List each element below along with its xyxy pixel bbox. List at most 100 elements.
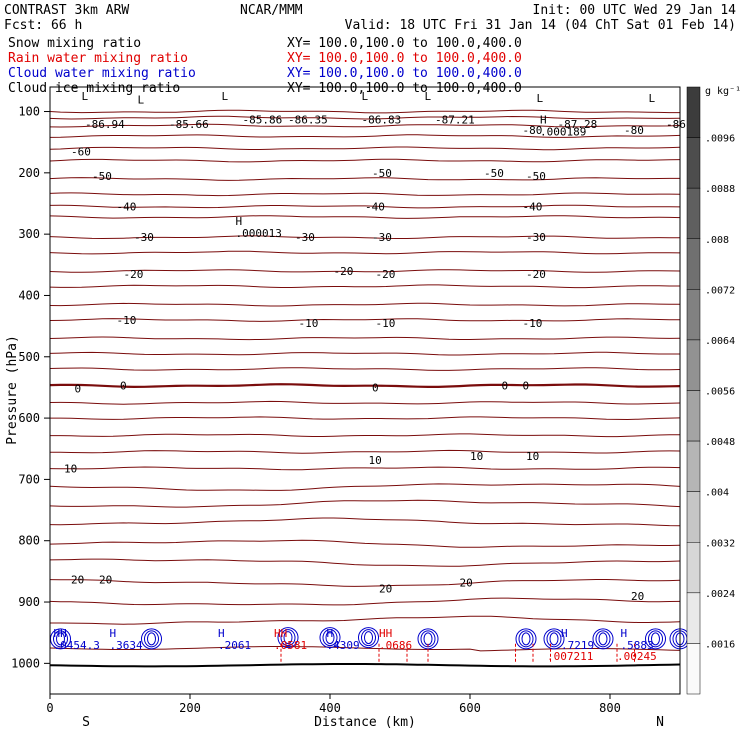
colorbar-label: .0096 bbox=[705, 134, 735, 145]
extremum-value: .00245 bbox=[617, 650, 657, 663]
cloud-water-contour bbox=[423, 632, 433, 646]
extremum-mark: H bbox=[621, 627, 628, 640]
temperature-label: 10 bbox=[369, 454, 382, 467]
extremum-value: .4309 bbox=[327, 639, 360, 652]
extremum-value: .0454.3 bbox=[54, 639, 100, 652]
extremum-mark: HH bbox=[54, 627, 67, 640]
temperature-contour bbox=[49, 109, 680, 114]
temperature-contour bbox=[49, 250, 681, 255]
cloud-water-contour bbox=[420, 630, 436, 648]
colorbar-label: .0072 bbox=[705, 285, 735, 296]
cloud-water-contour bbox=[141, 628, 162, 650]
cloud-water-contour bbox=[518, 630, 534, 648]
temperature-label: -30 bbox=[372, 231, 392, 244]
colorbar-segment bbox=[686, 339, 701, 391]
temperature-contour bbox=[49, 466, 681, 471]
cloud-water-contour bbox=[598, 632, 608, 646]
temperature-contour bbox=[49, 483, 681, 491]
cloud-water-contour bbox=[648, 630, 663, 648]
extremum-mark: H bbox=[218, 627, 225, 640]
cloud-water-contour bbox=[361, 629, 376, 647]
temperature-label: -10 bbox=[523, 317, 543, 330]
low-marker: L bbox=[537, 92, 544, 105]
colorbar-segment bbox=[686, 643, 701, 695]
temperature-label: 10 bbox=[470, 450, 483, 463]
plot-frame bbox=[49, 86, 681, 695]
temperature-contour bbox=[49, 269, 681, 273]
temperature-contour bbox=[49, 192, 681, 197]
cloud-water-contour bbox=[364, 631, 373, 645]
temperature-label: -20 bbox=[376, 268, 396, 281]
y-tick-label: 600 bbox=[18, 411, 40, 425]
cloud-water-contour bbox=[651, 632, 660, 646]
extremum-value: .007211 bbox=[547, 650, 593, 663]
colorbar-label: .004 bbox=[705, 488, 729, 499]
field-name: Rain water mixing ratio bbox=[8, 51, 188, 66]
temperature-contour bbox=[49, 539, 681, 548]
temperature-label: 0 bbox=[120, 380, 127, 393]
temperature-label: 20 bbox=[99, 573, 112, 586]
temperature-label: -86.83 bbox=[362, 113, 402, 126]
temperature-contour bbox=[49, 284, 680, 289]
extremum-value: .000013 bbox=[236, 227, 282, 240]
cloud-water-contour bbox=[144, 630, 159, 648]
temperature-label: -86.35 bbox=[288, 113, 328, 126]
cloud-water-contour bbox=[358, 627, 379, 649]
temperature-contour bbox=[49, 383, 681, 389]
y-tick-label: 100 bbox=[18, 105, 40, 119]
temperature-label: -87.28 bbox=[558, 118, 598, 131]
right-endpoint-label: N bbox=[656, 715, 664, 730]
cloud-water-contour bbox=[549, 632, 559, 646]
cloud-water-contour bbox=[521, 632, 531, 646]
cloud-water-contour bbox=[147, 632, 156, 646]
cloud-water-contour bbox=[53, 630, 68, 648]
temperature-contour bbox=[49, 579, 681, 587]
temperature-label: -30 bbox=[134, 231, 154, 244]
low-marker: L bbox=[138, 93, 145, 106]
temperature-label: 20 bbox=[379, 583, 392, 596]
cloud-water-contour bbox=[592, 628, 614, 650]
temperature-contour bbox=[49, 235, 681, 240]
temperature-label: -10 bbox=[299, 317, 319, 330]
field-name: Cloud ice mixing ratio bbox=[8, 81, 180, 96]
temperature-contour bbox=[49, 302, 680, 307]
extremum-value: .000189 bbox=[540, 126, 586, 139]
temperature-contour bbox=[49, 134, 681, 138]
temperature-label: -10 bbox=[117, 314, 137, 327]
temperature-label: 0 bbox=[75, 383, 82, 396]
extremum-mark: H bbox=[327, 627, 334, 640]
colorbar-segment bbox=[686, 390, 701, 442]
y-axis-label: Pressure (hPa) bbox=[5, 335, 20, 445]
colorbar-label: .0032 bbox=[705, 538, 735, 549]
y-tick-label: 700 bbox=[18, 472, 40, 486]
extremum-mark: HH bbox=[379, 627, 392, 640]
temperature-contour bbox=[49, 318, 680, 322]
temperature-contour bbox=[50, 615, 681, 625]
temperature-contour bbox=[49, 336, 681, 341]
valid-time: Valid: 18 UTC Fri 31 Jan 14 (04 ChT Sat … bbox=[345, 18, 736, 33]
colorbar-label: .0064 bbox=[705, 336, 735, 347]
temperature-label: 20 bbox=[460, 576, 473, 589]
temperature-label: -87.21 bbox=[435, 113, 475, 126]
temperature-label: -86.94 bbox=[85, 118, 125, 131]
cloud-water-contour bbox=[56, 632, 65, 646]
temperature-label: -80 bbox=[624, 124, 644, 137]
colorbar-segment bbox=[686, 440, 701, 492]
x-tick-label: 800 bbox=[599, 701, 621, 715]
cloud-water-contour bbox=[283, 631, 293, 645]
extremum-value: .3634 bbox=[110, 639, 143, 652]
cloud-water-contour bbox=[277, 627, 299, 649]
y-tick-label: 300 bbox=[18, 227, 40, 241]
y-tick-label: 900 bbox=[18, 595, 40, 609]
colorbar-label: .0024 bbox=[705, 589, 735, 600]
low-marker: L bbox=[222, 90, 229, 103]
temperature-label: -50 bbox=[484, 167, 504, 180]
temperature-label: 0 bbox=[502, 380, 509, 393]
x-tick-label: 200 bbox=[179, 701, 201, 715]
temperature-label: -85.66 bbox=[169, 118, 209, 131]
field-name: Cloud water mixing ratio bbox=[8, 66, 196, 81]
colorbar-unit: g kg⁻¹ bbox=[705, 86, 740, 97]
colorbar-segment bbox=[686, 491, 701, 543]
temperature-label: -20 bbox=[334, 265, 354, 278]
